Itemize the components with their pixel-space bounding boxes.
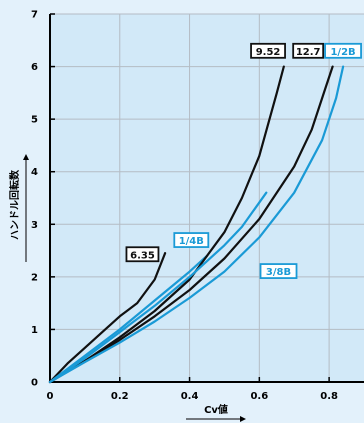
svg-text:12.7: 12.7	[296, 47, 321, 58]
series-label-6-35: 6.35	[125, 246, 160, 263]
x-tick-label: 0	[47, 391, 54, 402]
svg-text:6.35: 6.35	[130, 250, 155, 261]
y-tick-label: 4	[31, 167, 38, 178]
y-axis-arrowhead	[23, 154, 29, 160]
y-tick-label: 6	[31, 62, 38, 73]
y-tick-label: 0	[31, 378, 38, 389]
y-axis-title: ハンドル回転数	[8, 154, 29, 262]
svg-text:1/4B: 1/4B	[179, 236, 204, 247]
series-line-1-2B	[48, 65, 345, 384]
x-axis-arrowhead	[240, 416, 246, 422]
series-line-3-8B	[48, 191, 268, 384]
x-axis-title: Cv値	[186, 403, 246, 422]
series-label-12-7: 12.7	[292, 42, 325, 59]
tick-labels: 0 1 2 3 4 5 6 7 0 0.2 0.4 0.6 0.8	[31, 10, 338, 403]
y-tick-label: 7	[31, 10, 38, 21]
y-tick-label: 3	[31, 220, 38, 231]
series-label-1-2B: 1/2B	[324, 42, 362, 59]
series-label-9-52: 9.52	[250, 42, 286, 59]
series-label-3-8B: 3/8B	[259, 263, 298, 279]
y-axis-label: ハンドル回転数	[8, 169, 21, 240]
series-lines	[48, 65, 345, 384]
x-tick-label: 0.8	[320, 391, 338, 402]
series-line-9-52	[48, 65, 285, 384]
x-tick-label: 0.2	[111, 391, 129, 402]
y-tick-label: 2	[31, 272, 38, 283]
grid	[50, 13, 364, 382]
x-tick-label: 0.6	[250, 391, 268, 402]
x-axis-label: Cv値	[204, 403, 228, 416]
svg-text:1/2B: 1/2B	[330, 47, 355, 58]
axes	[49, 13, 364, 383]
svg-text:3/8B: 3/8B	[266, 267, 291, 278]
plot-area	[50, 14, 364, 382]
series-labels: 6.35 1/4B 9.52 12.7 1/2B 3/8B	[125, 42, 362, 279]
series-label-1-4B: 1/4B	[173, 232, 210, 248]
svg-text:9.52: 9.52	[256, 47, 281, 58]
y-tick-label: 5	[31, 115, 38, 126]
x-tick-label: 0.4	[181, 391, 199, 402]
series-line-12-7	[48, 65, 334, 384]
y-tick-label: 1	[31, 325, 38, 336]
series-line-6-35	[48, 252, 167, 384]
series-line-1-4B	[48, 254, 209, 384]
